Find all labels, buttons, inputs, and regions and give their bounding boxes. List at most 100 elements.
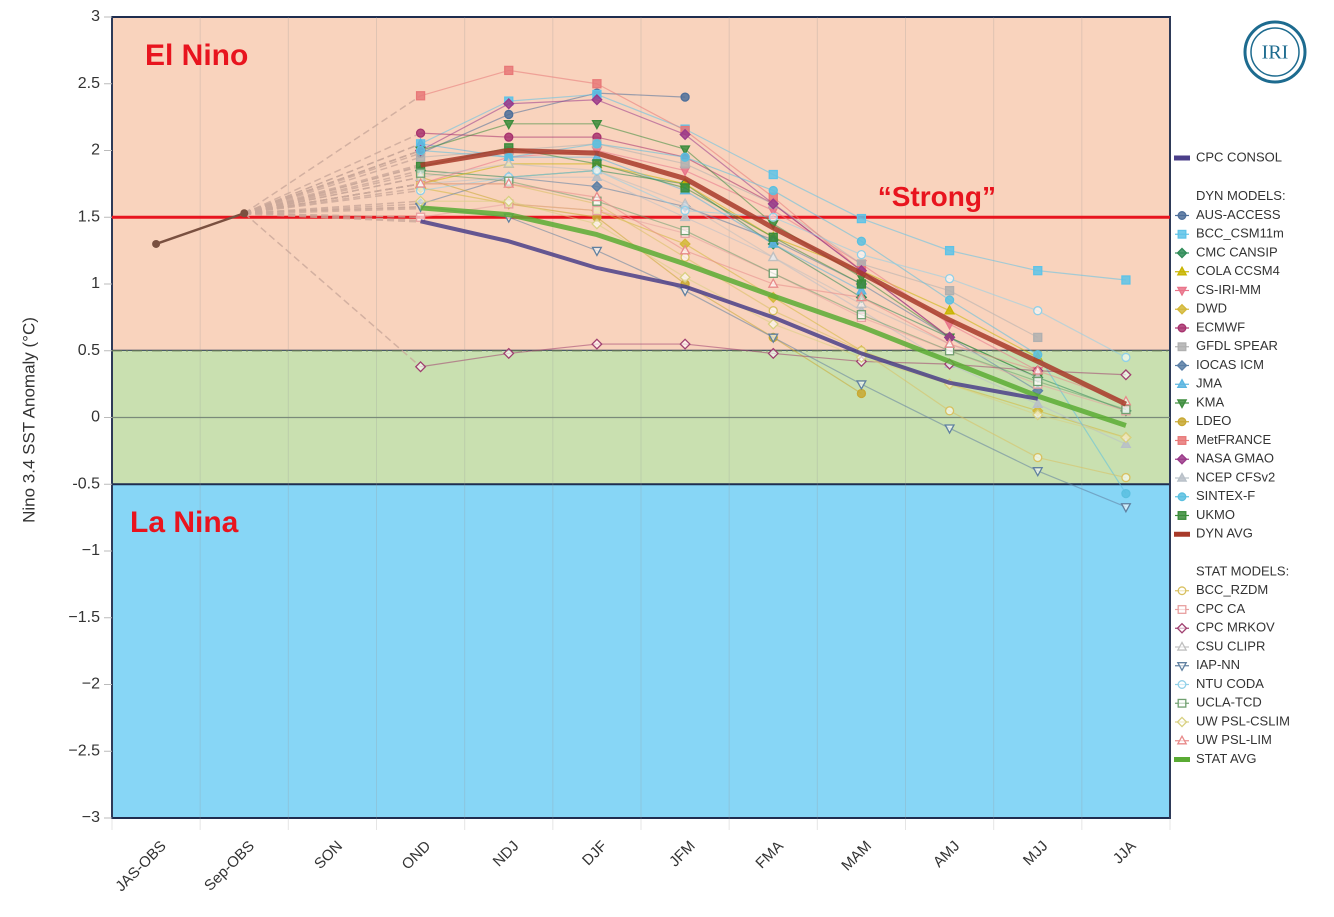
marker <box>1032 364 1044 375</box>
x-tick-label: MAM <box>838 838 875 875</box>
model-line <box>420 69 862 272</box>
legend-group-title: STAT MODELS: <box>1196 563 1289 578</box>
marker <box>415 128 426 138</box>
legend-label: NASA GMAO <box>1196 451 1274 466</box>
marker <box>1121 404 1131 415</box>
marker <box>767 277 779 288</box>
legend-label: UW PSL-LIM <box>1196 732 1272 747</box>
legend-label: AUS-ACCESS <box>1196 207 1281 222</box>
forecast-connector <box>244 187 421 214</box>
legend-label: DYN AVG <box>1196 526 1253 541</box>
y-tick-label: −2 <box>82 676 100 693</box>
marker <box>415 185 426 196</box>
marker <box>1177 680 1187 689</box>
y-tick-label: 1.5 <box>78 208 100 225</box>
y-axis-label: Nino 3.4 SST Anomaly (°C) <box>19 317 38 523</box>
model-line <box>420 176 1039 392</box>
y-tick-label: 1 <box>91 275 100 292</box>
marker <box>679 338 691 350</box>
marker <box>768 232 778 242</box>
marker <box>503 195 515 207</box>
marker <box>767 333 779 344</box>
marker <box>592 79 602 89</box>
marker <box>1177 586 1187 596</box>
forecast-connector <box>243 95 421 214</box>
marker <box>1176 662 1188 672</box>
observed-line <box>155 212 245 246</box>
x-tick-label: MJJ <box>1020 838 1051 869</box>
marker <box>1033 306 1043 316</box>
marker <box>855 380 867 391</box>
model-line <box>420 123 1038 378</box>
x-tick-label: JAS-OBS <box>112 838 169 895</box>
marker <box>1176 472 1188 482</box>
marker <box>591 218 603 230</box>
marker <box>1176 622 1188 634</box>
forecast-connector <box>244 200 421 214</box>
marker <box>1177 511 1187 520</box>
marker <box>944 274 955 284</box>
marker <box>1176 378 1188 388</box>
legend-label: IOCAS ICM <box>1196 357 1264 372</box>
legend-label: IAP-NN <box>1196 657 1240 672</box>
y-tick-label: −1.5 <box>68 609 100 626</box>
legend-label: CPC CONSOL <box>1196 149 1282 164</box>
marker <box>1176 247 1188 259</box>
y-tick-label: 0 <box>91 409 100 426</box>
marker <box>944 337 956 348</box>
marker <box>1121 352 1131 363</box>
marker <box>1120 438 1132 449</box>
logo-ring <box>1243 20 1307 84</box>
marker <box>1032 409 1044 421</box>
model-line <box>420 163 1038 379</box>
marker <box>1120 503 1132 514</box>
marker <box>591 119 603 130</box>
marker <box>1177 229 1187 239</box>
marker <box>592 205 602 216</box>
y-tick-label: 2 <box>91 142 100 159</box>
marker <box>592 165 602 176</box>
marker <box>1176 303 1188 315</box>
marker <box>856 310 867 320</box>
marker <box>767 251 779 262</box>
marker <box>1176 399 1188 409</box>
marker <box>856 249 867 260</box>
legend-label: DWD <box>1196 301 1227 316</box>
marker <box>680 252 690 262</box>
marker <box>1177 698 1187 708</box>
x-tick-label: AMJ <box>930 838 963 871</box>
forecast-connector <box>243 163 421 215</box>
marker <box>767 237 779 248</box>
legend-label: COLA CCSM4 <box>1196 263 1280 278</box>
marker <box>1177 492 1187 502</box>
marker <box>944 245 955 256</box>
marker <box>768 185 778 196</box>
marker <box>1121 472 1131 483</box>
marker <box>504 109 514 120</box>
marker <box>1176 716 1188 728</box>
region <box>111 483 1171 819</box>
y-tick-label: −3 <box>82 809 100 826</box>
forecast-connector <box>244 211 421 223</box>
marker <box>856 279 867 289</box>
marker <box>856 213 867 224</box>
marker <box>1032 467 1044 478</box>
y-tick-label: −1 <box>82 542 100 559</box>
forecast-connector <box>244 189 421 214</box>
legend-label: JMA <box>1196 376 1222 391</box>
marker <box>680 205 690 216</box>
legend-label: LDEO <box>1196 413 1231 428</box>
marker <box>855 297 867 308</box>
marker <box>1177 342 1187 352</box>
marker <box>680 92 690 102</box>
logo-text: IRI <box>1262 42 1289 64</box>
x-tick-label: NDJ <box>490 838 523 871</box>
legend-label: STAT AVG <box>1196 751 1256 766</box>
marker <box>944 406 955 416</box>
legend-label: CPC CA <box>1196 601 1245 616</box>
logo-ring-inner <box>1250 27 1300 77</box>
marker <box>1176 286 1188 297</box>
y-tick-label: 2.5 <box>78 75 100 92</box>
